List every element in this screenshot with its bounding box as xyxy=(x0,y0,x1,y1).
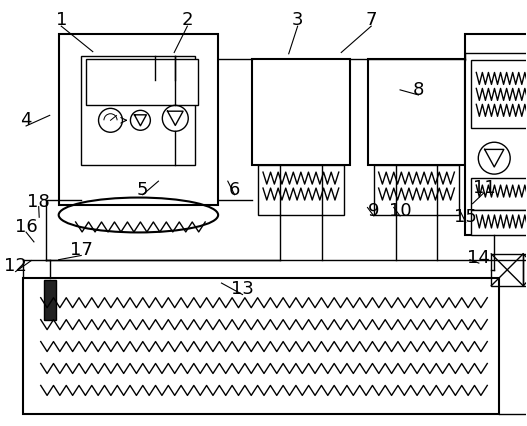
Text: 7: 7 xyxy=(365,11,377,29)
Bar xyxy=(471,178,527,210)
Bar xyxy=(491,254,523,286)
Text: 18: 18 xyxy=(27,193,50,210)
Text: 9: 9 xyxy=(368,202,379,220)
Bar xyxy=(523,254,527,286)
Bar xyxy=(374,165,460,215)
Bar xyxy=(368,58,465,165)
Text: 15: 15 xyxy=(454,208,477,226)
Text: 5: 5 xyxy=(137,181,149,199)
Text: 12: 12 xyxy=(4,257,27,275)
Bar xyxy=(471,60,527,128)
Text: 14: 14 xyxy=(467,249,490,267)
Bar xyxy=(44,280,56,320)
Text: 3: 3 xyxy=(292,11,304,29)
Text: 16: 16 xyxy=(15,218,37,236)
Bar xyxy=(465,34,527,235)
Text: 6: 6 xyxy=(229,181,240,199)
Text: 17: 17 xyxy=(70,241,93,259)
Bar xyxy=(85,58,198,105)
Text: 11: 11 xyxy=(473,178,495,196)
Bar xyxy=(252,58,350,165)
Text: 4: 4 xyxy=(21,111,32,129)
Bar xyxy=(23,278,499,414)
Text: 10: 10 xyxy=(389,202,412,220)
Text: 8: 8 xyxy=(413,81,424,99)
Text: 1: 1 xyxy=(55,11,67,29)
Bar xyxy=(258,165,344,215)
Bar xyxy=(58,34,218,205)
Text: 2: 2 xyxy=(182,11,193,29)
Text: 13: 13 xyxy=(231,280,254,299)
Bar xyxy=(471,210,527,235)
Bar xyxy=(81,55,195,165)
